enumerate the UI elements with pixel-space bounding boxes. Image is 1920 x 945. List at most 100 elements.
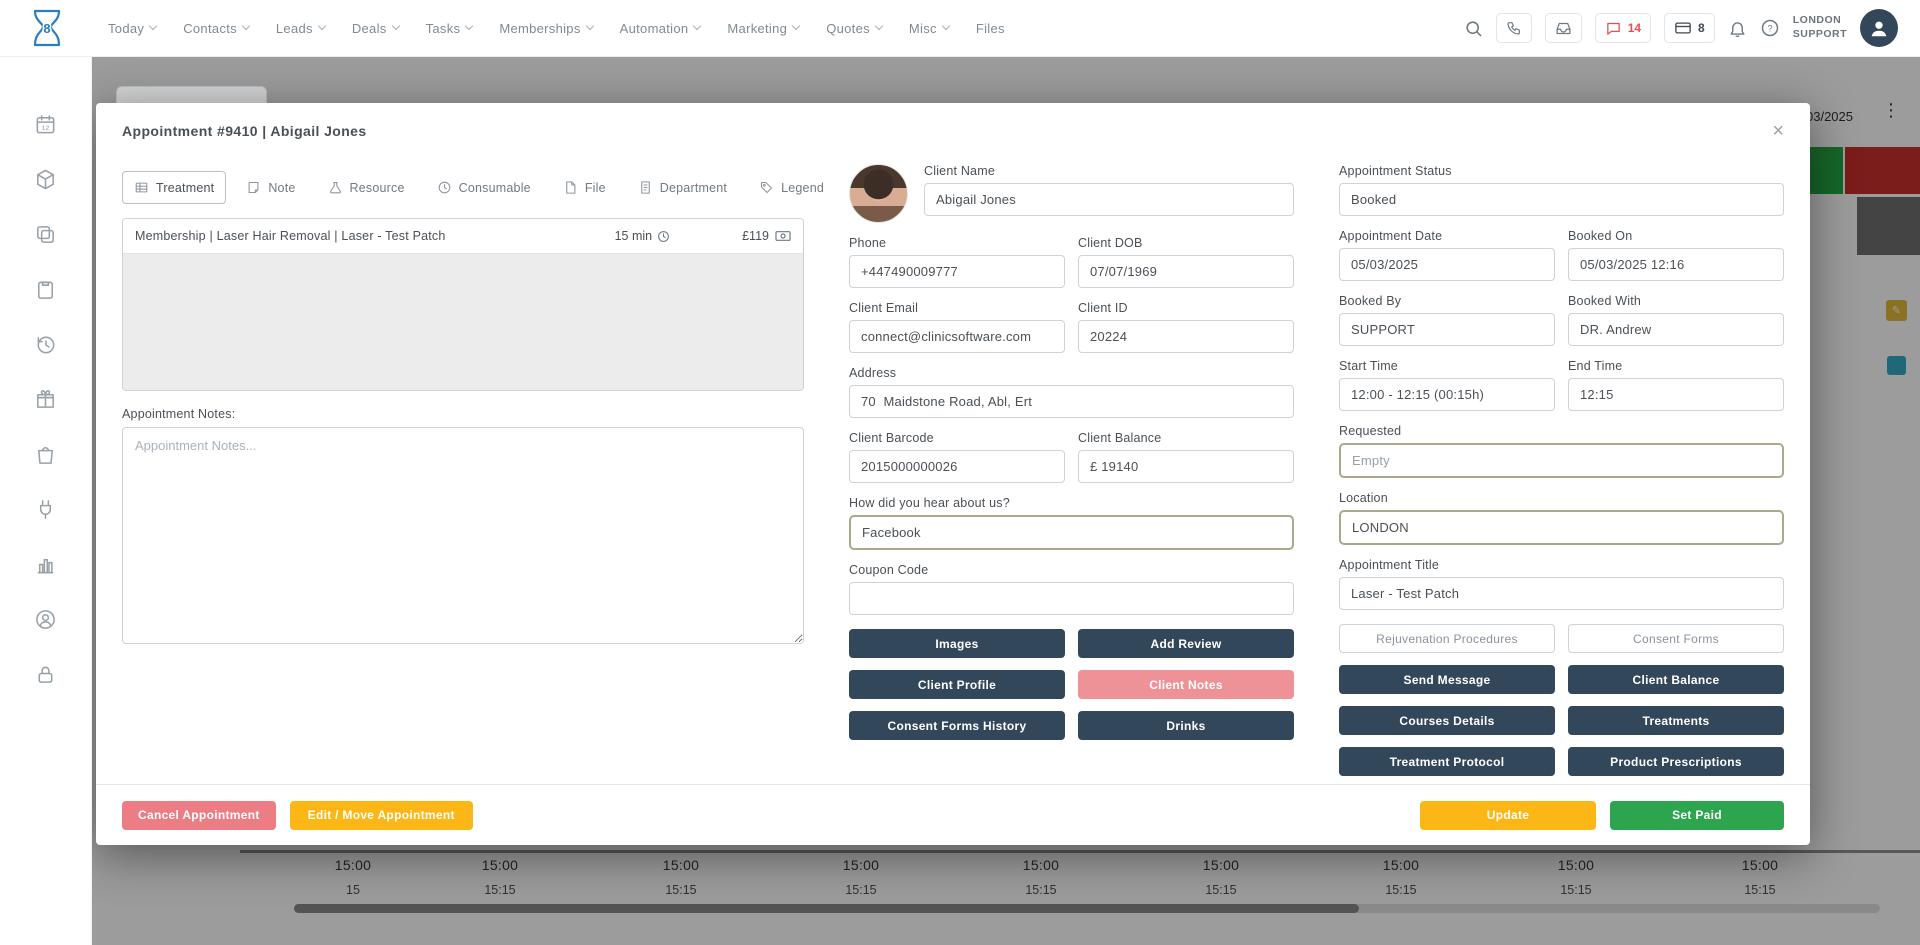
nav-item-leads[interactable]: Leads <box>276 21 327 36</box>
nav-item-quotes[interactable]: Quotes <box>826 21 884 36</box>
nav-item-today[interactable]: Today <box>108 21 158 36</box>
client-id-input[interactable] <box>1078 320 1294 353</box>
bar-chart-icon[interactable] <box>34 553 57 576</box>
send-message-button[interactable]: Send Message <box>1339 665 1555 694</box>
chat-button[interactable]: 14 <box>1594 13 1652 43</box>
start-time-input[interactable] <box>1339 378 1555 411</box>
update-button[interactable]: Update <box>1420 800 1596 830</box>
tab-label: File <box>584 180 606 195</box>
booked-on-label: Booked On <box>1568 229 1633 243</box>
address-input[interactable] <box>849 385 1294 418</box>
appointment-date-input[interactable] <box>1339 248 1555 281</box>
card-button[interactable]: 8 <box>1664 13 1715 43</box>
clinicsoftware-logo[interactable]: 8 <box>28 7 66 49</box>
nav-item-misc[interactable]: Misc <box>909 21 951 36</box>
close-icon[interactable]: × <box>1772 120 1784 142</box>
nav-item-tasks[interactable]: Tasks <box>426 21 474 36</box>
rejuvenation-procedures-button[interactable]: Rejuvenation Procedures <box>1339 624 1555 653</box>
images-button[interactable]: Images <box>849 629 1065 658</box>
client-name-input[interactable] <box>924 183 1294 216</box>
chevron-down-icon <box>148 21 158 31</box>
appointment-title-input[interactable] <box>1339 577 1784 610</box>
history-icon[interactable] <box>34 333 57 356</box>
help-icon[interactable]: ? <box>1760 18 1780 38</box>
client-profile-button[interactable]: Client Profile <box>849 670 1065 699</box>
user-avatar[interactable] <box>1860 9 1898 47</box>
appointment-status-input[interactable] <box>1339 183 1784 216</box>
inbox-button[interactable] <box>1544 13 1582 43</box>
appointment-title-label: Appointment Title <box>1339 558 1439 572</box>
location-label: Location <box>1339 491 1388 505</box>
treatment-list-empty-area <box>123 253 803 390</box>
consent-forms-button[interactable]: Consent Forms <box>1568 624 1784 653</box>
tab-legend[interactable]: Legend <box>747 171 836 204</box>
client-balance-button[interactable]: Client Balance <box>1568 665 1784 694</box>
appointment-status-label: Appointment Status <box>1339 164 1452 178</box>
nav-item-marketing[interactable]: Marketing <box>727 21 801 36</box>
clipboard-icon[interactable] <box>34 278 57 301</box>
treatment-row[interactable]: Membership | Laser Hair Removal | Laser … <box>123 219 803 253</box>
client-notes-button[interactable]: Client Notes <box>1078 670 1294 699</box>
edit-move-appointment-button[interactable]: Edit / Move Appointment <box>289 800 473 830</box>
lock-icon[interactable] <box>34 663 57 686</box>
time-label-column: 15:00 15:15 <box>842 857 880 897</box>
calendar-date-icon[interactable]: 12 <box>34 113 57 136</box>
box-icon[interactable] <box>34 168 57 191</box>
user-badge-icon[interactable] <box>34 608 57 631</box>
chat-count-badge: 14 <box>1627 21 1642 35</box>
chevron-down-icon <box>874 21 884 31</box>
calendar-date-fragment: 03/2025 <box>1806 109 1853 124</box>
calendar-appointment-tab[interactable] <box>116 86 267 103</box>
set-paid-button[interactable]: Set Paid <box>1610 800 1784 830</box>
plug-icon[interactable] <box>34 498 57 521</box>
consent-forms-history-button[interactable]: Consent Forms History <box>849 711 1065 740</box>
tab-department[interactable]: Department <box>626 171 739 204</box>
tab-consumable[interactable]: Consumable <box>425 171 543 204</box>
booked-on-input[interactable] <box>1568 248 1784 281</box>
cancel-appointment-button[interactable]: Cancel Appointment <box>122 800 276 830</box>
nav-item-memberships[interactable]: Memberships <box>499 20 594 36</box>
courses-details-button[interactable]: Courses Details <box>1339 706 1555 735</box>
tab-label: Treatment <box>156 180 215 195</box>
tab-treatment[interactable]: Treatment <box>122 171 227 204</box>
search-icon[interactable] <box>1464 19 1483 38</box>
time-label-column: 15:00 15:15 <box>1741 857 1779 897</box>
treatments-button[interactable]: Treatments <box>1568 706 1784 735</box>
nav-item-contacts[interactable]: Contacts <box>183 21 251 36</box>
inbox-icon <box>1556 22 1571 34</box>
treatment-protocol-button[interactable]: Treatment Protocol <box>1339 747 1555 776</box>
requested-select[interactable] <box>1339 443 1784 478</box>
nav-item-automation[interactable]: Automation <box>620 21 702 36</box>
tab-file[interactable]: File <box>551 171 618 204</box>
client-barcode-input[interactable] <box>849 450 1065 483</box>
hear-about-select[interactable] <box>849 515 1294 550</box>
product-prescriptions-button[interactable]: Product Prescriptions <box>1568 747 1784 776</box>
appointment-notes-textarea[interactable] <box>122 427 804 644</box>
client-balance-input[interactable] <box>1078 450 1294 483</box>
nav-item-deals[interactable]: Deals <box>352 21 400 36</box>
tab-label: Note <box>268 180 296 195</box>
user-name: LONDON SUPPORT <box>1792 14 1847 40</box>
drinks-button[interactable]: Drinks <box>1078 711 1294 740</box>
horizontal-scrollbar-thumb[interactable] <box>294 904 1359 913</box>
client-dob-input[interactable] <box>1078 255 1294 288</box>
nav-label: Memberships <box>499 20 581 36</box>
copy-icon[interactable] <box>34 223 57 246</box>
info-marker-icon <box>1887 356 1906 375</box>
phone-button[interactable] <box>1495 13 1532 43</box>
end-time-input[interactable] <box>1568 378 1784 411</box>
client-email-input[interactable] <box>849 320 1065 353</box>
phone-input[interactable] <box>849 255 1065 288</box>
bell-icon[interactable] <box>1728 19 1747 38</box>
shopping-bag-icon[interactable] <box>34 443 57 466</box>
tab-note[interactable]: Note <box>234 171 307 204</box>
booked-with-input[interactable] <box>1568 313 1784 346</box>
coupon-code-input[interactable] <box>849 582 1294 615</box>
kebab-menu-icon: ⋮ <box>1882 100 1900 120</box>
tab-resource[interactable]: Resource <box>316 171 417 204</box>
location-select[interactable] <box>1339 510 1784 545</box>
booked-by-input[interactable] <box>1339 313 1555 346</box>
nav-item-files[interactable]: Files <box>976 21 1005 36</box>
add-review-button[interactable]: Add Review <box>1078 629 1294 658</box>
gift-icon[interactable] <box>34 388 57 411</box>
